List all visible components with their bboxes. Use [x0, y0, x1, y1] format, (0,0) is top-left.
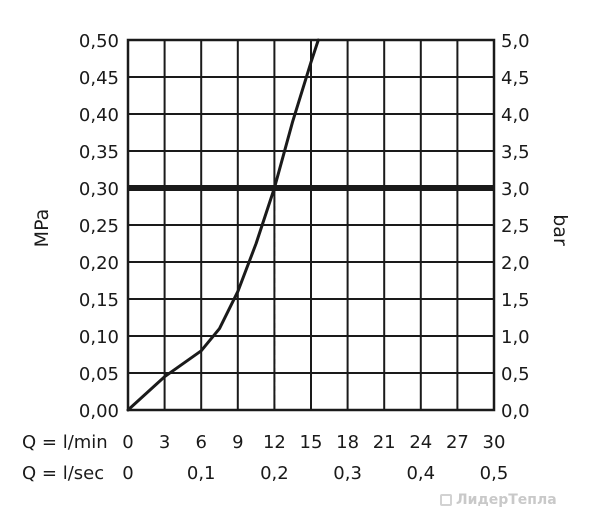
y2-tick-label-8: 4,0 — [501, 105, 530, 126]
x2-tick-label-4: 0,4 — [406, 463, 435, 484]
y-tick-label-8: 0,40 — [79, 105, 119, 126]
x-tick-label-6: 18 — [336, 432, 359, 453]
y-tick-label-7: 0,35 — [79, 142, 119, 163]
x2-tick-label-3: 0,3 — [333, 463, 362, 484]
y-axis-right-ticks: 0,0 0,5 1,0 1,5 2,0 2,5 3,0 3,5 4,0 4,5 5,0 — [501, 31, 530, 422]
y2-tick-label-3: 1,5 — [501, 290, 530, 311]
y-tick-label-5: 0,25 — [79, 216, 119, 237]
x2-tick-label-5: 0,5 — [480, 463, 509, 484]
y2-tick-label-6: 3,0 — [501, 179, 530, 200]
y-tick-label-10: 0,50 — [79, 31, 119, 52]
x-tick-label-9: 27 — [446, 432, 469, 453]
x-tick-label-3: 9 — [232, 432, 243, 453]
y-tick-label-1: 0,05 — [79, 364, 119, 385]
x2-tick-label-2: 0,2 — [260, 463, 289, 484]
y2-tick-label-5: 2,5 — [501, 216, 530, 237]
y-axis-left-ticks: 0,00 0,05 0,10 0,15 0,20 0,25 0,30 0,35 0,40 0,45… — [79, 31, 119, 422]
x-tick-label-7: 21 — [373, 432, 396, 453]
y-tick-label-9: 0,45 — [79, 68, 119, 89]
x-axis-lsec-label: Q = l/sec — [22, 463, 104, 484]
y-tick-label-6: 0,30 — [79, 179, 119, 200]
y2-tick-label-9: 4,5 — [501, 68, 530, 89]
watermark: ЛидерТепла — [440, 492, 557, 508]
y2-tick-label-4: 2,0 — [501, 253, 530, 274]
grid — [127, 39, 495, 411]
y-tick-label-0: 0,00 — [79, 401, 119, 422]
y2-tick-label-0: 0,0 — [501, 401, 530, 422]
x2-tick-label-1: 0,1 — [187, 463, 216, 484]
x-tick-label-0: 0 — [122, 432, 133, 453]
y-tick-label-4: 0,20 — [79, 253, 119, 274]
y-axis-left-title: MPa — [31, 209, 53, 248]
x-tick-label-2: 6 — [195, 432, 206, 453]
x-axis-lmin-label: Q = l/min — [22, 432, 108, 453]
x2-tick-label-0: 0 — [122, 463, 133, 484]
y-tick-label-2: 0,10 — [79, 327, 119, 348]
plot-frame — [126, 38, 496, 412]
x-tick-label-4: 12 — [263, 432, 286, 453]
x-tick-label-5: 15 — [300, 432, 323, 453]
series-line-pressure-loss — [126, 38, 320, 412]
watermark-logo-icon — [440, 494, 452, 506]
x-tick-label-1: 3 — [159, 432, 170, 453]
x-tick-label-10: 30 — [483, 432, 506, 453]
x-axis-lmin-ticks: 0 3 6 9 12 15 18 21 24 27 30 — [122, 432, 505, 453]
watermark-text: ЛидерТепла — [456, 492, 557, 508]
y2-tick-label-10: 5,0 — [501, 31, 530, 52]
y2-tick-label-7: 3,5 — [501, 142, 530, 163]
y-tick-label-3: 0,15 — [79, 290, 119, 311]
y-axis-right-title: bar — [549, 214, 571, 246]
y2-tick-label-2: 1,0 — [501, 327, 530, 348]
x-tick-label-8: 24 — [409, 432, 432, 453]
y2-tick-label-1: 0,5 — [501, 364, 530, 385]
x-axis-lsec-ticks: 0 0,1 0,2 0,3 0,4 0,5 — [122, 463, 508, 484]
